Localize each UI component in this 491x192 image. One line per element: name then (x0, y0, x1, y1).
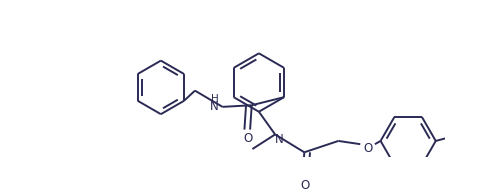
Text: O: O (243, 132, 252, 145)
Text: O: O (300, 179, 310, 192)
Text: H: H (211, 94, 218, 104)
Text: N: N (275, 133, 283, 146)
Text: N: N (210, 100, 218, 113)
Text: O: O (363, 142, 372, 155)
